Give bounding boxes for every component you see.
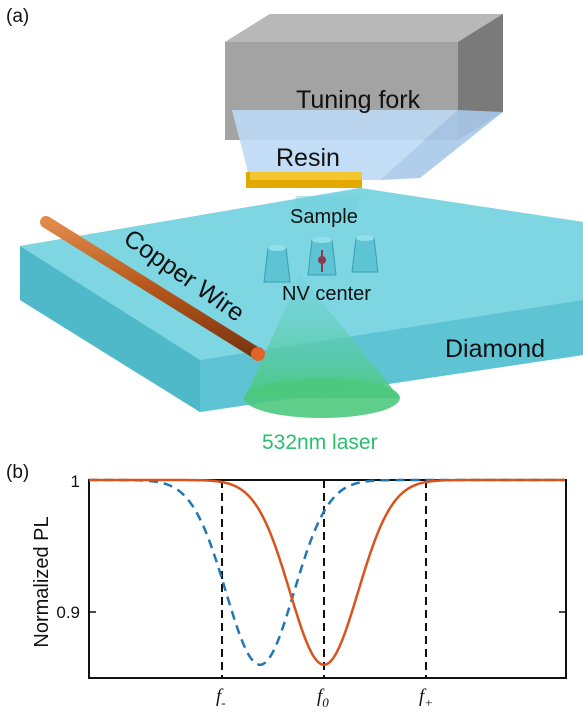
y-axis-label: Normalized PL — [31, 516, 53, 647]
diamond-label: Diamond — [445, 335, 545, 363]
x-tick-f-plus: f+ — [419, 686, 433, 710]
diamond-top-face — [20, 188, 583, 360]
laser-label: 532nm laser — [262, 431, 378, 454]
x-tick-f-minus: f- — [216, 686, 226, 710]
laser-cone — [244, 275, 400, 418]
chart-frame — [88, 479, 567, 679]
resin-label: Resin — [276, 144, 340, 172]
probe-assembly — [225, 14, 503, 215]
panel-b-label: (b) — [6, 462, 29, 483]
nv-pillars — [263, 235, 379, 283]
x-tick-f0: f0 — [317, 686, 329, 710]
pl-chart: Normalized PL 1 0.9 f- f0 f+ — [31, 472, 567, 710]
tuning-fork-label: Tuning fork — [296, 86, 421, 114]
nv-center-label: NV center — [282, 283, 371, 305]
resin-side — [380, 110, 503, 180]
series-solid-line — [89, 478, 565, 666]
series-dashed-line — [89, 478, 565, 666]
panel-a-label: (a) — [6, 6, 29, 27]
diamond-front-left — [20, 246, 200, 412]
y-tick-0.9: 0.9 — [56, 603, 80, 622]
nv-center-dot — [318, 256, 326, 264]
tuning-fork-top — [225, 14, 503, 42]
copper-wire — [40, 216, 265, 361]
sample-label: Sample — [290, 206, 358, 228]
diamond-slab — [20, 188, 583, 412]
tuning-fork-side — [458, 14, 503, 140]
resin — [232, 110, 458, 180]
y-tick-1: 1 — [71, 472, 80, 491]
